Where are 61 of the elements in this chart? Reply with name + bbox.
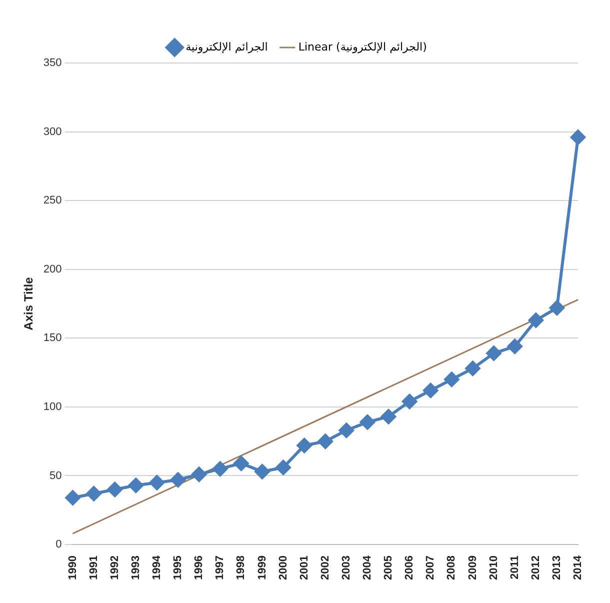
x-tick-label: 2012 <box>530 556 542 580</box>
x-tick-label: 1995 <box>172 556 184 580</box>
point <box>381 409 396 424</box>
x-tick-label: 2010 <box>488 556 500 580</box>
x-tick-label: 1996 <box>193 556 206 580</box>
point <box>212 461 228 476</box>
y-axis-title: Axis Title <box>22 276 36 330</box>
x-tick-label: 1998 <box>235 556 248 580</box>
point <box>570 130 586 145</box>
x-tick-label: 1993 <box>130 556 142 580</box>
x-tick-label: 2006 <box>404 556 416 580</box>
y-tick-label: 100 <box>43 400 62 413</box>
x-tick-label: 2007 <box>424 556 437 580</box>
legend-label: Linear (الجرائم الإلكترونية) <box>298 40 427 54</box>
point <box>128 478 144 493</box>
point <box>486 346 502 361</box>
point <box>276 460 291 475</box>
x-tick-label: 2014 <box>572 554 584 580</box>
y-tick-label: 200 <box>43 263 62 276</box>
y-tick-label: 50 <box>50 470 62 482</box>
point <box>528 312 544 328</box>
point <box>149 475 164 490</box>
point <box>338 422 354 438</box>
x-tick-label: 2005 <box>382 556 395 580</box>
x-tick-label: 2002 <box>319 556 332 580</box>
legend-label: الجرائم الإلكترونية <box>186 40 268 54</box>
x-tick-label: 1999 <box>256 556 268 580</box>
x-tick-label: 2000 <box>277 556 290 580</box>
x-tick-label: 1997 <box>214 556 226 580</box>
point <box>318 434 333 449</box>
x-tick-label: 2013 <box>550 556 563 580</box>
x-tick-label: 2001 <box>298 556 310 580</box>
x-tick-label: 2008 <box>446 556 458 580</box>
point <box>86 486 102 502</box>
x-tick-label: 2003 <box>340 556 352 580</box>
x-tick-label: 2011 <box>508 556 521 580</box>
x-tick-label: 1990 <box>66 556 79 580</box>
point <box>65 490 80 506</box>
point <box>507 338 522 354</box>
point <box>423 382 438 398</box>
x-tick-label: 2009 <box>466 556 479 580</box>
point <box>296 438 312 453</box>
x-tick-label: 1994 <box>150 554 163 580</box>
y-tick-label: 300 <box>43 126 62 138</box>
point <box>402 394 418 409</box>
point <box>192 466 207 482</box>
y-tick-label: 350 <box>43 57 62 70</box>
x-tick-label: 2004 <box>362 554 374 580</box>
point <box>465 360 480 376</box>
y-tick-label: 250 <box>43 194 62 207</box>
x-tick-label: 1991 <box>88 556 100 580</box>
point <box>549 300 564 316</box>
point <box>360 414 375 430</box>
point <box>107 482 122 497</box>
x-tick-label: 1992 <box>108 556 121 580</box>
y-tick-label: 150 <box>43 332 62 344</box>
point <box>254 464 270 480</box>
y-tick-label: 0 <box>56 538 62 551</box>
point <box>234 456 249 471</box>
point <box>170 472 186 488</box>
point <box>444 372 460 387</box>
